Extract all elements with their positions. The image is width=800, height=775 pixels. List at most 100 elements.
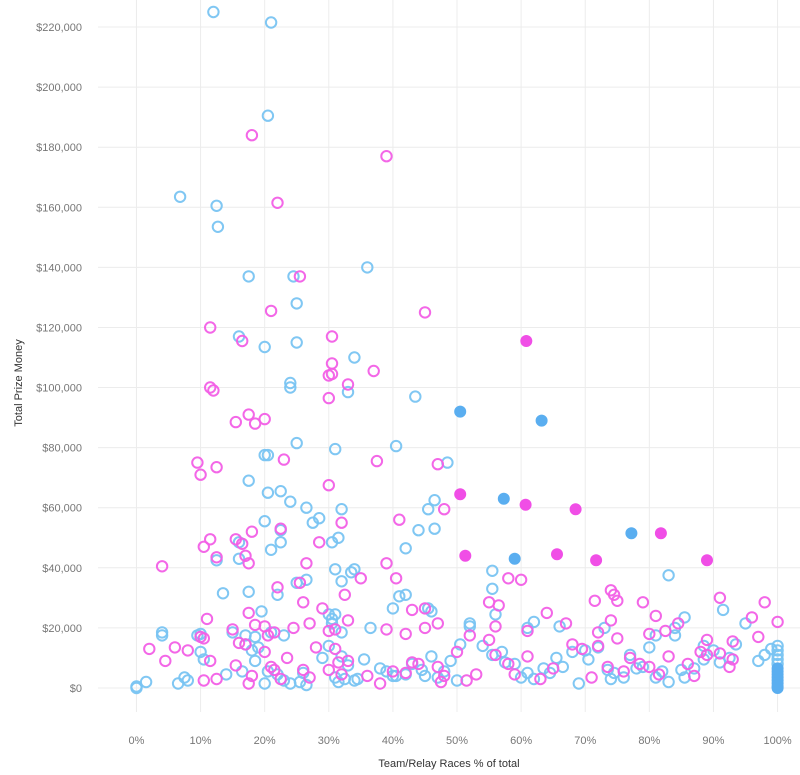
pink-hollow-point [463,629,476,642]
pink-hollow-point [604,614,618,627]
x-tick-label: 40% [382,735,404,747]
y-tick-label: $120,000 [36,322,82,334]
pink-filled-point [590,554,603,567]
pink-hollow-point [258,645,271,659]
y-tick-label: $220,000 [36,22,82,34]
y-axis-title: Total Prize Money [13,339,25,427]
blue-hollow-point [521,666,534,680]
blue-hollow-point [242,585,255,598]
pink-hollow-point [745,611,759,624]
pink-hollow-point [482,633,496,647]
blue-hollow-point [284,381,297,394]
pink-hollow-point [380,623,393,636]
blue-hollow-point [181,674,195,687]
blue-hollow-point [649,629,662,642]
pink-hollow-point [204,381,217,394]
blue-hollow-point [274,485,287,498]
blue-hollow-point [341,385,355,399]
pink-filled-point [550,548,563,561]
blue-filled-point [535,414,548,427]
pink-hollow-point [303,617,316,630]
blue-hollow-point [194,645,207,659]
pink-hollow-point [521,650,534,663]
blue-hollow-point [678,611,691,624]
pink-hollow-point [268,626,281,639]
blue-filled-point [508,552,521,565]
blue-hollow-point [418,669,432,683]
pink-filled-point [519,498,532,511]
pink-hollow-point [303,671,316,684]
pink-hollow-point [470,668,483,681]
pink-hollow-point [617,665,630,678]
blue-hollow-point [476,639,489,653]
blue-hollow-point [361,261,374,274]
blue-hollow-point [348,563,361,576]
pink-hollow-point [242,606,255,620]
blue-hollow-point [643,641,656,654]
pink-hollow-point [412,657,425,671]
pink-hollow-point [508,668,521,681]
blue-hollow-point [261,486,275,499]
pink-hollow-point [502,572,515,585]
blue-hollow-point [300,678,313,692]
blue-hollow-point [211,220,225,234]
blue-filled-point [625,527,638,540]
x-tick-label: 80% [638,735,660,747]
y-tick-label: $40,000 [42,563,82,575]
pink-hollow-point [271,581,284,594]
pink-hollow-point [659,624,672,638]
blue-filled-point [497,492,510,505]
pink-hollow-point [623,651,637,665]
blue-hollow-point [527,615,541,629]
pink-hollow-point [694,645,707,659]
pink-hollow-point [197,540,211,553]
blue-hollow-point [258,677,271,690]
blue-hollow-point [139,675,153,689]
pink-hollow-point [521,624,534,638]
pink-hollow-point [489,620,502,633]
blue-hollow-point [130,681,143,695]
pink-hollow-point [370,454,384,468]
pink-hollow-point [236,334,249,348]
grid-layer [98,0,800,712]
points-layer [130,5,784,695]
blue-hollow-point [389,439,403,453]
pink-hollow-point [389,572,403,585]
blue-hollow-point [348,351,361,364]
blue-hollow-point [399,588,412,601]
pink-hollow-point [341,614,355,627]
blue-filled-point [454,405,467,418]
pink-hollow-point [261,629,275,642]
pink-hollow-point [713,591,727,604]
pink-hollow-point [431,458,444,471]
pink-hollow-point [726,635,739,648]
pink-hollow-point [335,516,348,529]
pink-hollow-point [197,632,211,645]
blue-hollow-point [582,653,595,666]
pink-hollow-point [242,677,255,690]
pink-hollow-point [611,632,624,645]
blue-hollow-point [316,651,329,665]
blue-hollow-point [264,16,278,29]
blue-filled-point [771,681,784,694]
pink-hollow-point [688,669,701,683]
x-tick-label: 30% [318,735,340,747]
blue-hollow-point [412,524,425,537]
pink-hollow-point [322,624,335,638]
blue-hollow-point [325,617,339,630]
pink-hollow-point [373,677,387,690]
blue-hollow-point [173,190,187,204]
pink-hollow-point [575,642,589,656]
pink-hollow-point [418,621,432,635]
blue-hollow-point [463,620,476,633]
pink-hollow-point [681,657,694,671]
pink-hollow-point [591,626,605,639]
y-tick-label: $140,000 [36,262,82,274]
blue-hollow-point [636,660,650,674]
pink-hollow-point [242,408,255,421]
blue-hollow-point [207,5,220,19]
pink-filled-point [654,527,667,540]
x-axis-ticks: 0% 10% 20% 30% 40% 50% 60% 70% 80% 90% 100% [129,735,792,747]
pink-hollow-point [758,596,771,609]
blue-hollow-point [495,645,509,659]
